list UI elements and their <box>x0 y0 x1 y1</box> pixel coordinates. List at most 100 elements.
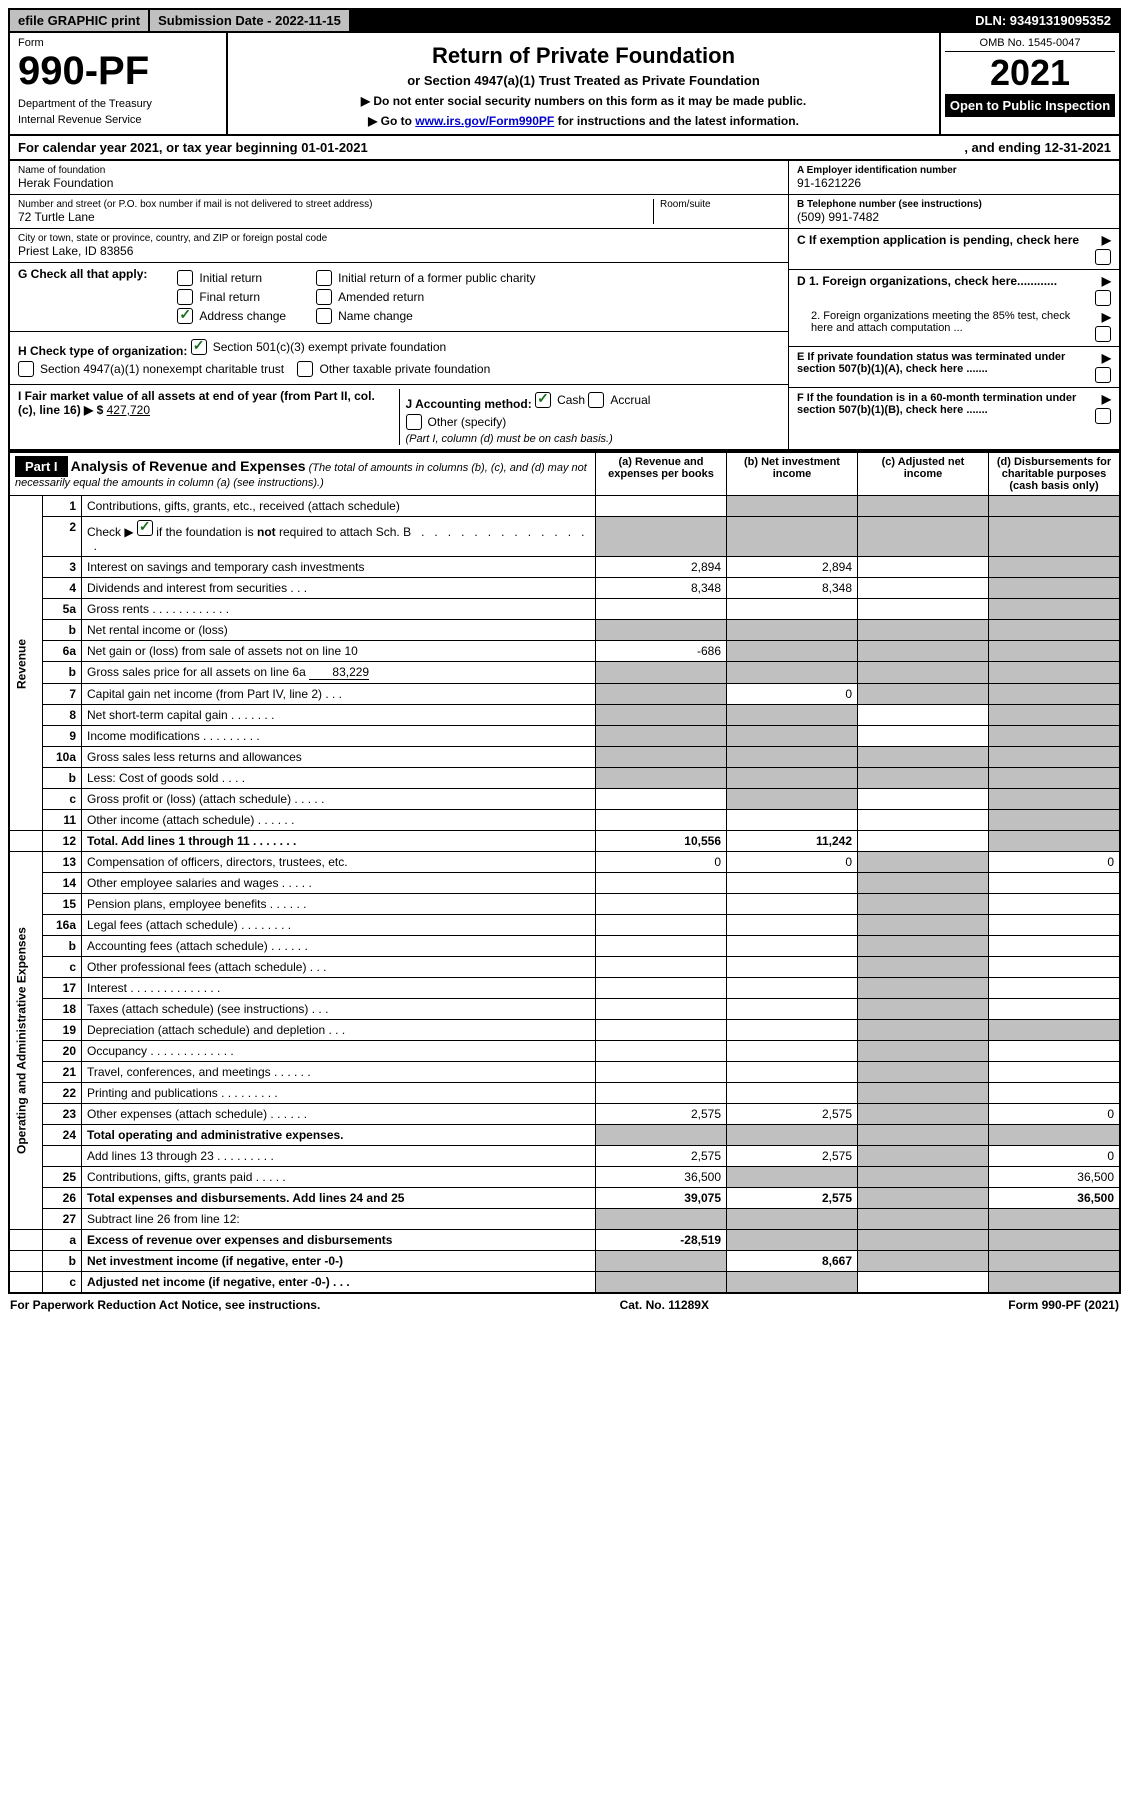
form-link[interactable]: www.irs.gov/Form990PF <box>415 114 554 128</box>
cb-other-taxable[interactable] <box>297 361 313 377</box>
row-9: Income modifications . . . . . . . . . <box>82 726 596 747</box>
v24a: 2,575 <box>596 1146 727 1167</box>
f-cell: F If the foundation is in a 60-month ter… <box>789 388 1119 428</box>
v25a: 36,500 <box>596 1167 727 1188</box>
cb-initial-former[interactable] <box>316 270 332 286</box>
d-cell: D 1. Foreign organizations, check here..… <box>789 270 1119 347</box>
form-title: Return of Private Foundation <box>234 43 933 69</box>
goto-suffix: for instructions and the latest informat… <box>554 114 799 128</box>
j-label: J Accounting method: <box>406 397 532 411</box>
cb-initial[interactable] <box>177 270 193 286</box>
v26d: 36,500 <box>989 1188 1121 1209</box>
year-block: OMB No. 1545-0047 2021 Open to Public In… <box>939 33 1119 134</box>
revenue-label: Revenue <box>9 496 43 831</box>
row-16b: Accounting fees (attach schedule) . . . … <box>82 936 596 957</box>
row-7: Capital gain net income (from Part IV, l… <box>82 684 596 705</box>
city-label: City or town, state or province, country… <box>18 233 780 244</box>
cb-f[interactable] <box>1095 408 1111 424</box>
paperwork-notice: For Paperwork Reduction Act Notice, see … <box>10 1298 320 1312</box>
phone-cell: B Telephone number (see instructions) (5… <box>789 195 1119 229</box>
row-24b: Add lines 13 through 23 . . . . . . . . … <box>82 1146 596 1167</box>
e-label: E If private foundation status was termi… <box>797 351 1089 375</box>
foundation-name-cell: Name of foundation Herak Foundation <box>10 161 788 195</box>
page-footer: For Paperwork Reduction Act Notice, see … <box>8 1294 1121 1316</box>
v24b: 2,575 <box>727 1146 858 1167</box>
v4a: 8,348 <box>596 578 727 599</box>
v4b: 8,348 <box>727 578 858 599</box>
row-17: Interest . . . . . . . . . . . . . . <box>82 978 596 999</box>
part1-label: Part I <box>15 456 68 477</box>
col-d-header: (d) Disbursements for charitable purpose… <box>989 452 1121 496</box>
cb-e[interactable] <box>1095 367 1111 383</box>
cb-accrual[interactable] <box>588 392 604 408</box>
goto-note: ▶ Go to www.irs.gov/Form990PF for instru… <box>234 114 933 128</box>
row-18: Taxes (attach schedule) (see instruction… <box>82 999 596 1020</box>
v13a: 0 <box>596 852 727 873</box>
fmv-value: 427,720 <box>107 403 150 417</box>
row-19: Depreciation (attach schedule) and deple… <box>82 1020 596 1041</box>
row-27a: Excess of revenue over expenses and disb… <box>82 1230 596 1251</box>
cb-4947[interactable] <box>18 361 34 377</box>
i-label: I Fair market value of all assets at end… <box>18 389 375 417</box>
form-header: Form 990-PF Department of the Treasury I… <box>8 33 1121 136</box>
v27aa: -28,519 <box>596 1230 727 1251</box>
row-2: Check ▶ if the foundation is not require… <box>82 517 596 557</box>
f-label: F If the foundation is in a 60-month ter… <box>797 392 1089 416</box>
addr-label: Number and street (or P.O. box number if… <box>18 199 653 210</box>
h-section: H Check type of organization: Section 50… <box>10 332 788 385</box>
form-label: Form <box>18 37 218 49</box>
ij-section: I Fair market value of all assets at end… <box>10 385 788 449</box>
row-27c: Adjusted net income (if negative, enter … <box>82 1272 596 1294</box>
v12b: 11,242 <box>727 831 858 852</box>
g-label: G Check all that apply: <box>18 267 147 327</box>
e-cell: E If private foundation status was termi… <box>789 347 1119 388</box>
form-id-block: Form 990-PF Department of the Treasury I… <box>10 33 228 134</box>
entity-info: Name of foundation Herak Foundation Numb… <box>8 161 1121 451</box>
row-1: Contributions, gifts, grants, etc., rece… <box>82 496 596 517</box>
ein-value: 91-1621226 <box>797 176 1111 190</box>
cb-address-change[interactable] <box>177 308 193 324</box>
entity-left: Name of foundation Herak Foundation Numb… <box>10 161 789 449</box>
row-8: Net short-term capital gain . . . . . . … <box>82 705 596 726</box>
col-a-header: (a) Revenue and expenses per books <box>596 452 727 496</box>
ssn-note: ▶ Do not enter social security numbers o… <box>234 94 933 108</box>
cb-schb[interactable] <box>137 520 153 536</box>
row-27: Subtract line 26 from line 12: <box>82 1209 596 1230</box>
v25d: 36,500 <box>989 1167 1121 1188</box>
row-3: Interest on savings and temporary cash i… <box>82 557 596 578</box>
cb-other-method[interactable] <box>406 414 422 430</box>
row-10b: Less: Cost of goods sold . . . . <box>82 768 596 789</box>
cb-c[interactable] <box>1095 249 1111 265</box>
cb-final[interactable] <box>177 289 193 305</box>
cb-d2[interactable] <box>1095 326 1111 342</box>
foundation-name: Herak Foundation <box>18 176 780 190</box>
form-ref: Form 990-PF (2021) <box>1008 1298 1119 1312</box>
part1-title: Analysis of Revenue and Expenses <box>71 458 306 474</box>
cal-year-text: For calendar year 2021, or tax year begi… <box>18 140 368 155</box>
tax-year: 2021 <box>945 52 1115 94</box>
v3b: 2,894 <box>727 557 858 578</box>
cb-name-change[interactable] <box>316 308 332 324</box>
cb-amended[interactable] <box>316 289 332 305</box>
v13b: 0 <box>727 852 858 873</box>
row-4: Dividends and interest from securities .… <box>82 578 596 599</box>
omb-number: OMB No. 1545-0047 <box>945 37 1115 52</box>
row-26: Total expenses and disbursements. Add li… <box>82 1188 596 1209</box>
row-13: Compensation of officers, directors, tru… <box>82 852 596 873</box>
efile-label: efile GRAPHIC print <box>10 10 148 31</box>
cb-d1[interactable] <box>1095 290 1111 306</box>
row-22: Printing and publications . . . . . . . … <box>82 1083 596 1104</box>
cb-501c3[interactable] <box>191 339 207 355</box>
col-c-header: (c) Adjusted net income <box>858 452 989 496</box>
h-label: H Check type of organization: <box>18 344 187 358</box>
ein-cell: A Employer identification number 91-1621… <box>789 161 1119 195</box>
row-24: Total operating and administrative expen… <box>82 1125 596 1146</box>
v12a: 10,556 <box>596 831 727 852</box>
row-5a: Gross rents . . . . . . . . . . . . <box>82 599 596 620</box>
city-cell: City or town, state or province, country… <box>10 229 788 263</box>
v13d: 0 <box>989 852 1121 873</box>
v26a: 39,075 <box>596 1188 727 1209</box>
cb-cash[interactable] <box>535 392 551 408</box>
entity-right: A Employer identification number 91-1621… <box>789 161 1119 449</box>
row-16c: Other professional fees (attach schedule… <box>82 957 596 978</box>
